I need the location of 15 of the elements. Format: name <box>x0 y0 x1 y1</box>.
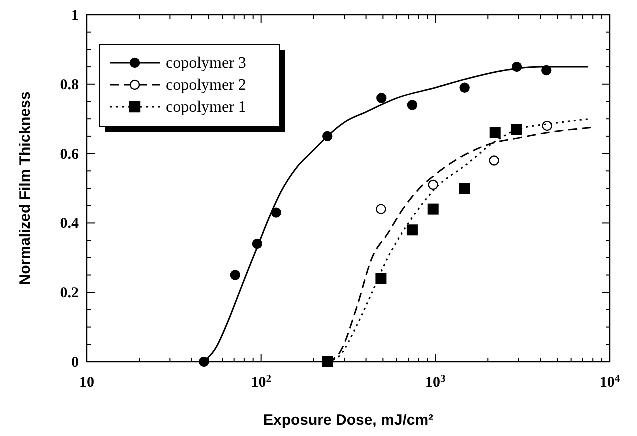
y-tick-label: 0 <box>72 355 79 371</box>
legend-label: copolymer 2 <box>166 77 246 94</box>
y-axis-title: Normalized Film Thickness <box>17 92 34 286</box>
x-tick-label: 10 <box>80 375 94 391</box>
y-tick-label: 0.8 <box>60 77 79 94</box>
x-tick-label: 10$^{3}$ <box>426 374 446 391</box>
legend-label: copolymer 3 <box>166 55 246 72</box>
y-tick-label: 0.2 <box>60 286 79 302</box>
y-tick-label: 1 <box>72 8 79 24</box>
legend-label: copolymer 1 <box>166 99 246 116</box>
x-axis-title: Exposure Dose, mJ/cm² <box>263 412 434 429</box>
y-tick-label: 0.4 <box>60 216 80 232</box>
y-tick-label: 0.6 <box>60 146 80 163</box>
x-tick-label: 10$^{2}$ <box>251 374 272 391</box>
x-tick-label: 10$^{4}$ <box>600 374 621 391</box>
